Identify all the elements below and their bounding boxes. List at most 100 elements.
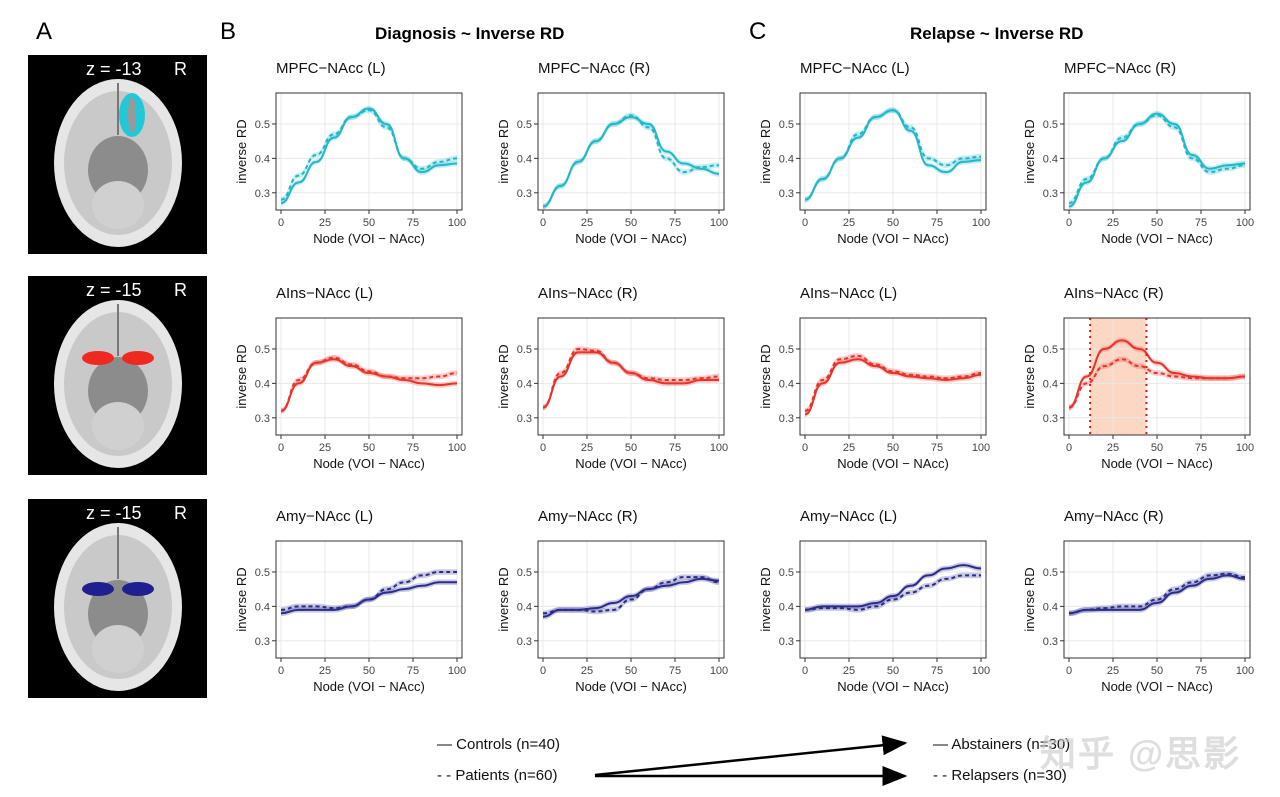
y-tick-label: 0.4 bbox=[779, 601, 794, 613]
x-tick-label: 25 bbox=[843, 665, 855, 677]
plot-frame bbox=[537, 540, 725, 659]
y-tick-label: 0.4 bbox=[517, 153, 532, 165]
x-tick-label: 100 bbox=[710, 217, 728, 229]
x-tick-label: 100 bbox=[448, 442, 466, 454]
line-chart: 0 25 50 75 100 0.3 0.4 0.5 Node (VOI − NAcc) inve… bbox=[496, 92, 728, 246]
y-tick-label: 0.5 bbox=[779, 344, 794, 356]
x-axis-label: Node (VOI − NAcc) bbox=[1101, 231, 1213, 246]
y-tick-label: 0.5 bbox=[255, 567, 270, 579]
x-tick-label: 75 bbox=[931, 217, 943, 229]
x-tick-label: 25 bbox=[1107, 665, 1119, 677]
series-line-relapsers bbox=[804, 574, 981, 611]
plot-frame bbox=[799, 92, 987, 211]
line-chart: 0 25 50 75 100 0.3 0.4 0.5 Node (VOI − NAcc) inve… bbox=[1022, 317, 1254, 471]
x-tick-label: 25 bbox=[581, 665, 593, 677]
legend-relapsers: - - Relapsers (n=30) bbox=[933, 767, 1067, 784]
y-tick-label: 0.4 bbox=[779, 153, 794, 165]
panel-title: Amy−NAcc (L) bbox=[276, 508, 374, 525]
panel-title: AIns−NAcc (L) bbox=[276, 285, 374, 302]
y-tick-label: 0.3 bbox=[779, 188, 794, 200]
x-tick-label: 0 bbox=[278, 665, 284, 677]
z-coordinate-label: z = -15 bbox=[86, 503, 142, 523]
section-title-relapse: Relapse ~ Inverse RD bbox=[910, 24, 1084, 43]
series-line-relapsers bbox=[1068, 572, 1246, 615]
x-axis-label: Node (VOI − NAcc) bbox=[1101, 679, 1213, 694]
y-tick-label: 0.5 bbox=[1043, 119, 1058, 131]
line-chart: 0 25 50 75 100 0.3 0.4 0.5 Node (VOI − NAcc) inve… bbox=[496, 540, 728, 694]
x-tick-label: 50 bbox=[887, 217, 899, 229]
y-tick-label: 0.5 bbox=[517, 119, 532, 131]
x-tick-label: 75 bbox=[407, 217, 419, 229]
y-tick-label: 0.5 bbox=[255, 344, 270, 356]
x-tick-label: 75 bbox=[1195, 665, 1207, 677]
x-tick-label: 25 bbox=[319, 217, 331, 229]
plot-frame bbox=[799, 540, 987, 659]
series-line-relapsers bbox=[804, 109, 982, 201]
line-chart: 0 25 50 75 100 0.3 0.4 0.5 Node (VOI − NAcc) inve… bbox=[1022, 92, 1254, 246]
x-tick-label: 25 bbox=[319, 665, 331, 677]
y-tick-label: 0.3 bbox=[517, 413, 532, 425]
x-tick-label: 100 bbox=[972, 217, 990, 229]
legend-abstainers: — Abstainers (n=30) bbox=[933, 736, 1071, 753]
y-tick-label: 0.4 bbox=[255, 378, 270, 390]
line-chart: 0 25 50 75 100 0.3 0.4 0.5 Node (VOI − NAcc) inve… bbox=[758, 540, 990, 694]
line-chart: 0 25 50 75 100 0.3 0.4 0.5 Node (VOI − NAcc) inve… bbox=[234, 92, 466, 246]
y-axis-label: inverse RD bbox=[496, 344, 511, 408]
series-line-controls bbox=[542, 351, 719, 409]
x-axis-label: Node (VOI − NAcc) bbox=[837, 456, 949, 471]
y-tick-label: 0.3 bbox=[517, 188, 532, 200]
x-tick-label: 100 bbox=[710, 442, 728, 454]
x-tick-label: 50 bbox=[1151, 217, 1163, 229]
y-tick-label: 0.5 bbox=[1043, 344, 1058, 356]
series-line-abstainers bbox=[804, 564, 982, 611]
x-tick-label: 100 bbox=[448, 217, 466, 229]
x-tick-label: 0 bbox=[802, 442, 808, 454]
plot-frame bbox=[275, 540, 463, 659]
series-line-relapsers bbox=[1068, 358, 1246, 409]
x-tick-label: 50 bbox=[363, 217, 375, 229]
panel-title: MPFC−NAcc (R) bbox=[1064, 60, 1177, 77]
series-line-controls bbox=[280, 358, 458, 412]
confidence-ribbon bbox=[281, 579, 457, 617]
x-tick-label: 25 bbox=[1107, 217, 1119, 229]
x-tick-label: 75 bbox=[1195, 442, 1207, 454]
legend-patients: - - Patients (n=60) bbox=[437, 767, 558, 784]
series-line-patients bbox=[280, 356, 458, 412]
plot-frame bbox=[275, 92, 463, 211]
arrow-to-abstainers bbox=[594, 735, 908, 777]
x-tick-label: 100 bbox=[448, 665, 466, 677]
y-axis-label: inverse RD bbox=[758, 344, 773, 408]
x-tick-label: 100 bbox=[972, 442, 990, 454]
x-tick-label: 75 bbox=[669, 442, 681, 454]
series-line-relapsers bbox=[1068, 114, 1246, 205]
y-axis-label: inverse RD bbox=[496, 567, 511, 631]
x-tick-label: 0 bbox=[1066, 442, 1072, 454]
y-tick-label: 0.5 bbox=[779, 567, 794, 579]
y-axis-label: inverse RD bbox=[234, 567, 249, 631]
x-tick-label: 25 bbox=[1107, 442, 1119, 454]
series-line-patients bbox=[542, 114, 720, 208]
plot-frame bbox=[1063, 92, 1251, 211]
series-line-relapsers bbox=[804, 354, 982, 412]
panel-title: AIns−NAcc (R) bbox=[538, 285, 638, 302]
confidence-ribbon bbox=[805, 572, 981, 613]
hemisphere-label: R bbox=[174, 59, 187, 79]
brain-icon bbox=[54, 300, 182, 468]
watermark: 知乎 @思影 bbox=[1040, 733, 1242, 774]
x-tick-label: 0 bbox=[540, 665, 546, 677]
line-chart: 0 25 50 75 100 0.3 0.4 0.5 Node (VOI − NAcc) inve… bbox=[496, 317, 728, 471]
y-tick-label: 0.4 bbox=[517, 378, 532, 390]
z-coordinate-label: z = -15 bbox=[86, 280, 142, 300]
hemisphere-label: R bbox=[174, 280, 187, 300]
x-tick-label: 0 bbox=[540, 217, 546, 229]
x-tick-label: 75 bbox=[669, 665, 681, 677]
y-tick-label: 0.3 bbox=[255, 413, 270, 425]
panel-title: MPFC−NAcc (L) bbox=[800, 60, 910, 77]
x-axis-label: Node (VOI − NAcc) bbox=[575, 231, 687, 246]
x-axis-label: Node (VOI − NAcc) bbox=[313, 456, 425, 471]
confidence-ribbon bbox=[1069, 110, 1245, 210]
panel-title: AIns−NAcc (L) bbox=[800, 285, 898, 302]
y-tick-label: 0.4 bbox=[1043, 601, 1058, 613]
y-tick-label: 0.4 bbox=[517, 601, 532, 613]
